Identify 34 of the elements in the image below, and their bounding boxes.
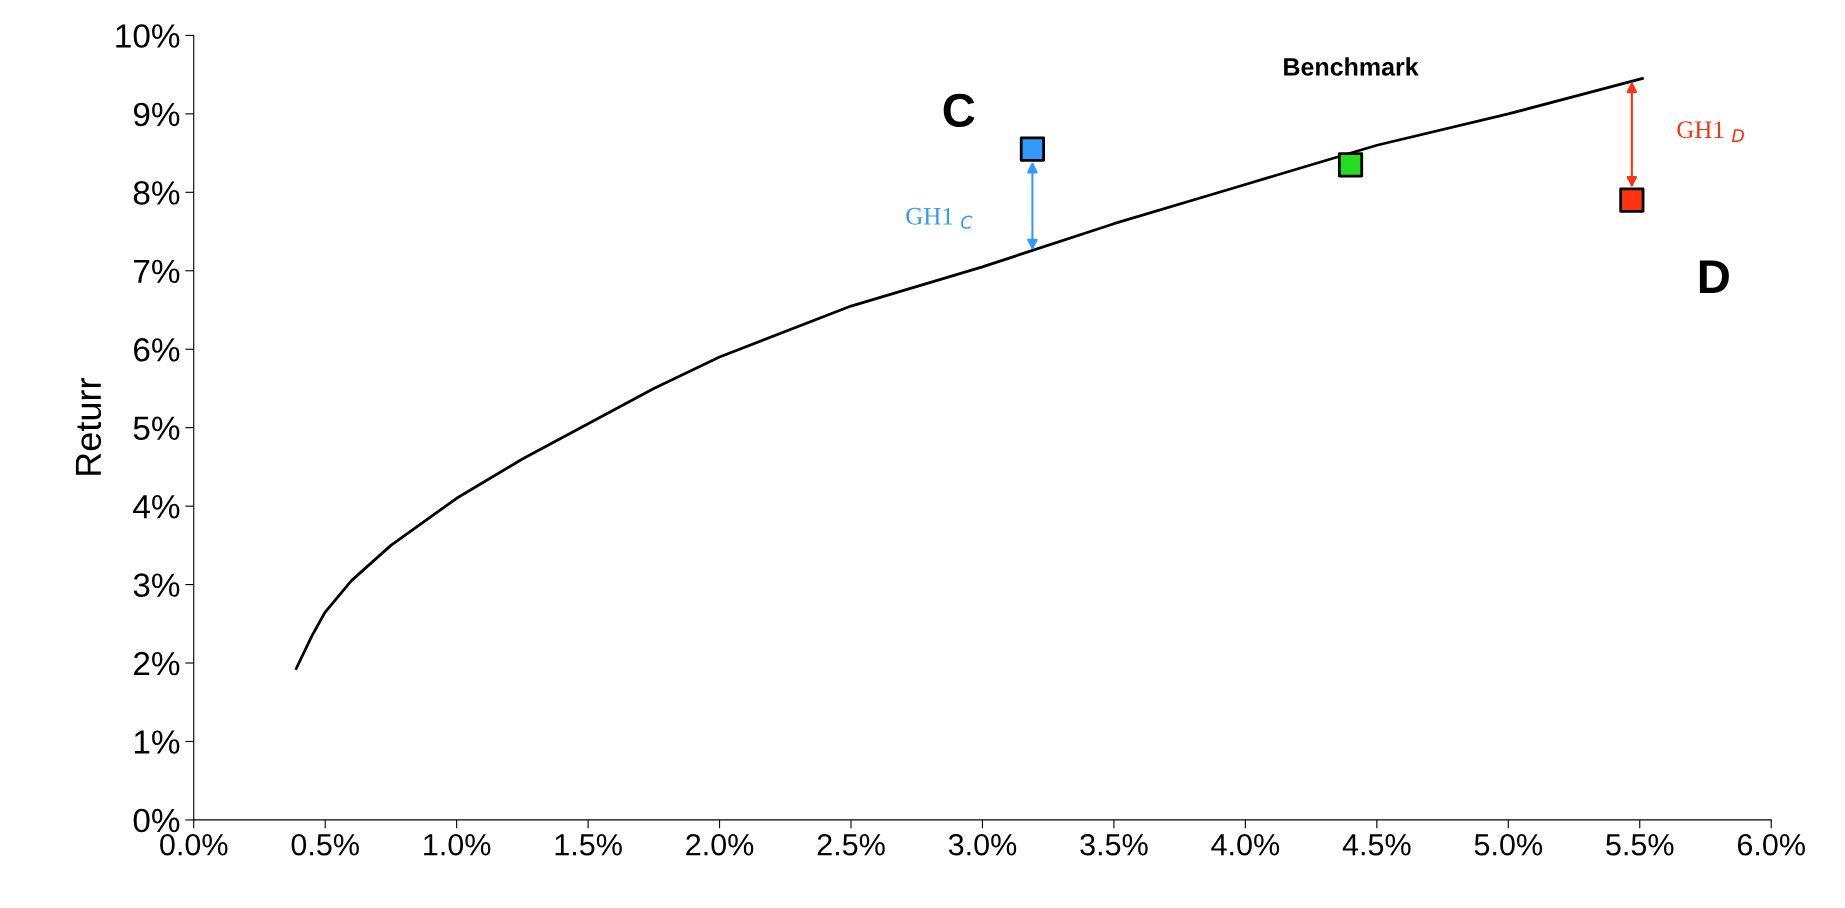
x-tick-label: 1.5% [555, 834, 622, 856]
x-tick-label: 0.5% [291, 833, 359, 856]
x-tick-label: 3.0% [948, 833, 1017, 856]
x-tick-label: 6.0% [1737, 833, 1805, 856]
y-tick-label: 2% [134, 651, 180, 676]
annotation: Benchmark [1284, 57, 1419, 76]
y-tick-label: 8% [133, 181, 180, 205]
point [1337, 152, 1364, 178]
y-tick-label: 6% [134, 338, 180, 362]
y-tick-label: 0% [133, 808, 180, 833]
y-tick-label: 1% [134, 730, 180, 754]
y-axis-title: Returr [75, 378, 102, 475]
y-tick-label: 10% [116, 24, 180, 48]
annotation: GH1 $_{C}$ [906, 207, 973, 229]
line-series [294, 77, 1644, 670]
y-tick-label: 7% [134, 259, 180, 284]
annotation: D [1699, 260, 1729, 293]
point [1619, 187, 1645, 213]
x-tick-label: 4.5% [1342, 834, 1411, 856]
x-tick-label: 3.5% [1080, 833, 1148, 856]
annotation: C [943, 93, 975, 128]
y-tick-label: 3% [133, 573, 180, 597]
annotation: GH1 $_{D}$ [1677, 121, 1745, 143]
x-tick-label: 2.0% [686, 833, 754, 856]
x-tick-label: 1.0% [424, 833, 491, 856]
point [1019, 136, 1045, 162]
x-tick-label: 5.5% [1606, 834, 1674, 856]
x-tick-label: 4.0% [1211, 833, 1280, 856]
y-tick-label: 9% [133, 102, 180, 127]
y-tick-label: 5% [133, 416, 180, 441]
x-tick-label: 0.0% [160, 833, 228, 856]
x-tick-label: 2.5% [817, 833, 885, 856]
y-tick-label: 4% [133, 495, 180, 519]
x-tick-label: 5.0% [1474, 833, 1543, 856]
